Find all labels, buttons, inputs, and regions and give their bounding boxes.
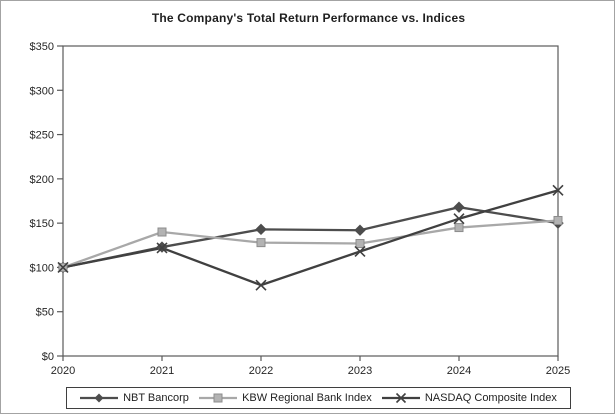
y-axis-tick-label: $50: [36, 307, 54, 319]
x-axis-tick-label: 2023: [348, 365, 372, 377]
series-line-nasdaq-composite-index: [62, 189, 559, 287]
y-axis-tick-label: $350: [30, 41, 54, 53]
line-chart-plot: $0 $50 $100 $150 $200 $250 $300 $350 2020 2021 202…: [30, 41, 571, 377]
legend-item-kbw-regional-bank-index: KBW Regional Bank Index: [199, 392, 372, 404]
plot-area-border: [62, 45, 559, 357]
kbw-regional-bank-index-square-marker: [157, 227, 167, 237]
kbw-regional-bank-index-square-marker: [454, 223, 464, 233]
legend-label-nbt-bancorp: NBT Bancorp: [123, 392, 189, 404]
legend-item-nasdaq-composite-index: NASDAQ Composite Index: [381, 392, 557, 404]
legend-label-kbw-regional-bank-index: KBW Regional Bank Index: [242, 392, 372, 404]
x-legend-marker-icon: [381, 392, 420, 404]
series-line-kbw-regional-bank-index: [62, 219, 559, 269]
chart-legend: NBT Bancorp KBW Regional Bank Index NASDAQ…: [66, 387, 571, 409]
y-axis-tick-label: $300: [30, 85, 54, 97]
x-axis-tick-label: 2020: [51, 365, 75, 377]
x-axis-tick-label: 2024: [447, 365, 471, 377]
series-line-nbt-bancorp: [62, 206, 559, 269]
nbt-bancorp-diamond-marker: [453, 201, 465, 213]
nbt-bancorp-diamond-marker: [255, 223, 267, 236]
nasdaq-composite-index-x-marker: [453, 213, 465, 225]
x-axis-tick-label: 2025: [546, 365, 570, 377]
kbw-regional-bank-index-square-marker: [256, 238, 266, 248]
nasdaq-composite-index-x-marker: [57, 261, 69, 273]
nasdaq-composite-index-x-marker: [552, 184, 564, 196]
diamond-legend-marker-icon: [80, 393, 119, 403]
x-axis-tick-label: 2021: [150, 365, 174, 377]
nasdaq-composite-index-x-marker: [255, 279, 267, 291]
legend-item-nbt-bancorp: NBT Bancorp: [80, 392, 189, 404]
y-axis-tick-label: $150: [30, 218, 54, 230]
x-axis-tick-label: 2022: [249, 365, 273, 377]
chart-title: The Company's Total Return Performance v…: [151, 11, 466, 25]
legend-label-nasdaq-composite-index: NASDAQ Composite Index: [424, 392, 557, 404]
square-legend-marker-icon: [199, 393, 238, 403]
y-axis-tick-label: $200: [30, 174, 54, 186]
nbt-bancorp-diamond-marker: [354, 224, 366, 236]
nasdaq-composite-index-x-marker: [156, 242, 168, 254]
y-axis-tick-label: $100: [30, 262, 54, 274]
nasdaq-composite-index-x-marker: [354, 245, 366, 258]
kbw-regional-bank-index-square-marker: [553, 215, 563, 225]
kbw-regional-bank-index-square-marker: [355, 239, 365, 249]
y-axis-tick-label: $0: [42, 351, 54, 363]
y-axis-tick-label: $250: [30, 130, 54, 142]
